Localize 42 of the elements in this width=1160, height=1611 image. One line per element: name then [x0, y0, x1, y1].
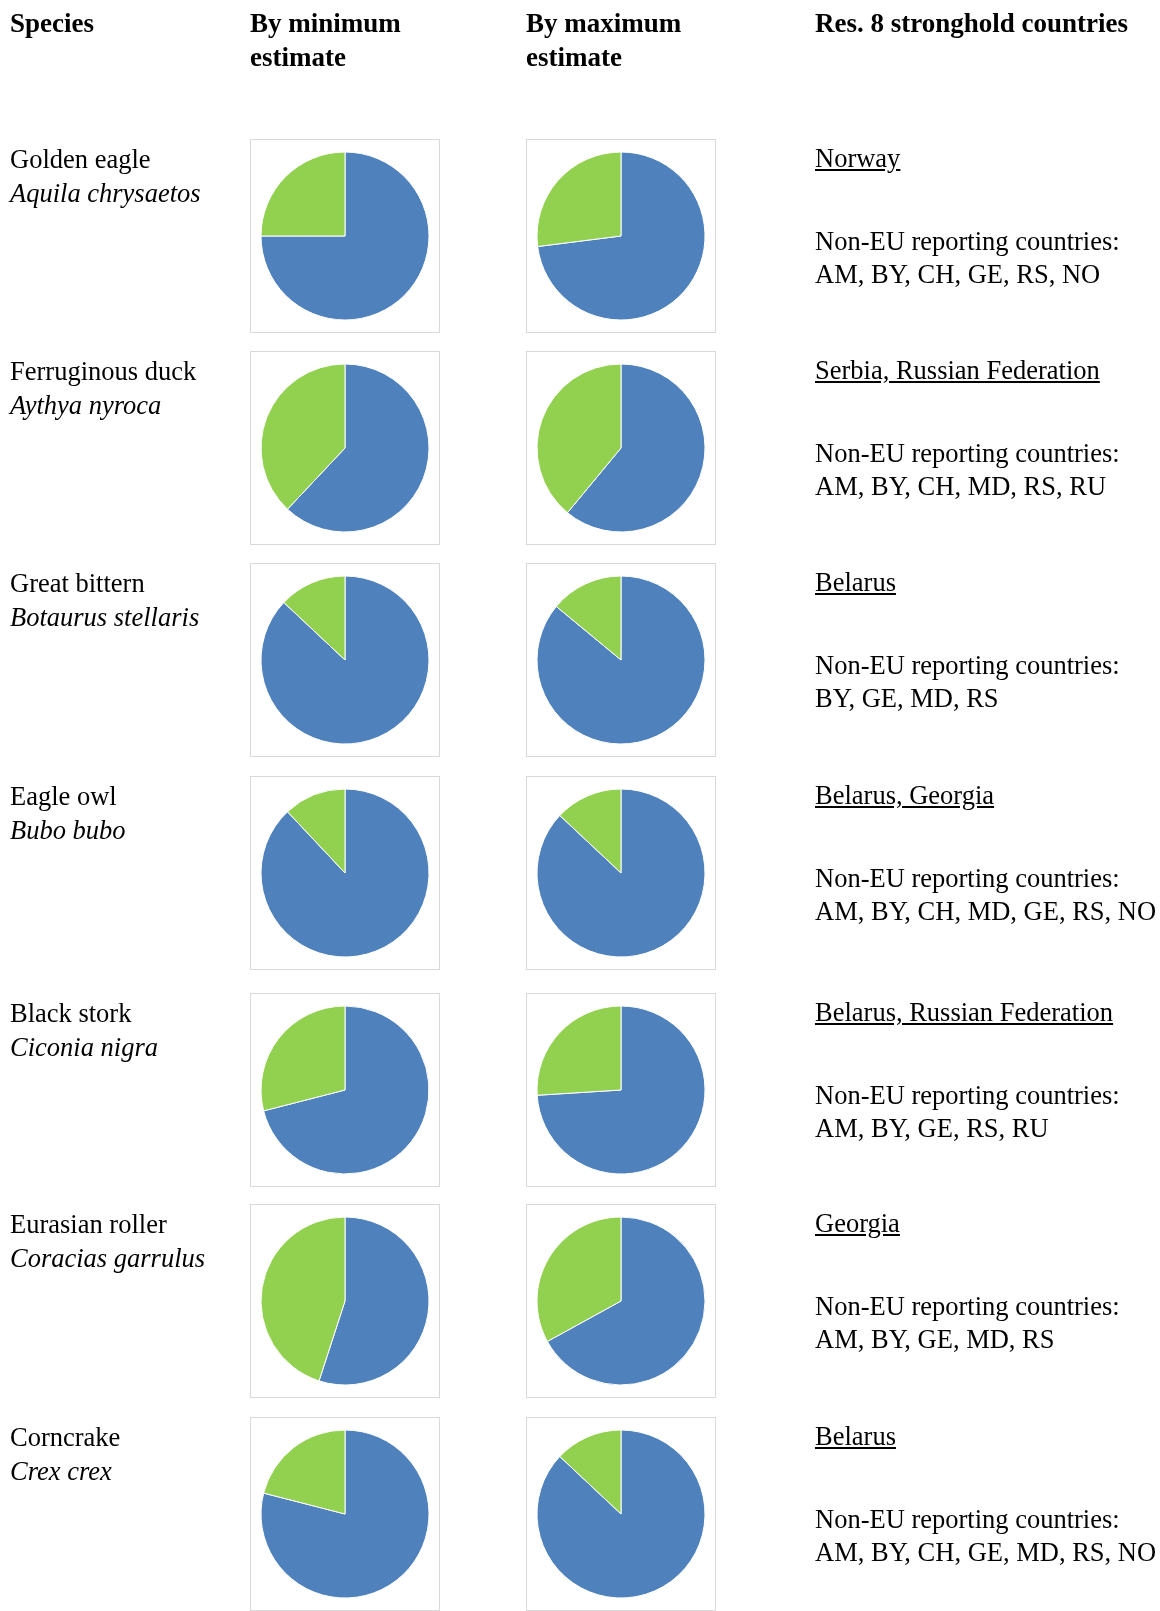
text: Eurasian roller [10, 1208, 168, 1241]
text: Corncrake [10, 1421, 122, 1454]
text: Belarus, Georgia [815, 779, 996, 812]
pie-slice [260, 1429, 430, 1599]
text: Res. 8 stronghold countries [815, 7, 1130, 40]
pie-slice [536, 1429, 706, 1599]
text: Belarus, Russian Federation [815, 996, 1115, 1029]
pie-slice [260, 788, 430, 958]
text: Black stork [10, 997, 133, 1030]
pie-slice [536, 575, 706, 745]
text: Non-EU reporting countries: BY, GE, MD, RS [815, 649, 1121, 715]
pie-slice [537, 151, 706, 321]
pie-slice [536, 788, 706, 958]
text: Belarus [815, 1420, 897, 1453]
text: Species [10, 7, 95, 40]
text: Bubo bubo [10, 814, 127, 847]
pie-slice [263, 1005, 430, 1175]
text: Non-EU reporting countries: AM, BY, CH, MD, GE, RS, NO [815, 862, 1158, 928]
text: Aquila chrysaetos [10, 177, 202, 210]
text: Georgia [815, 1207, 901, 1240]
text: Serbia, Russian Federation [815, 354, 1101, 387]
text: Eagle owl [10, 780, 118, 813]
text: Botaurus stellaris [10, 601, 201, 634]
text: Golden eagle [10, 143, 152, 176]
text: Great bittern [10, 567, 146, 600]
text: Aythya nyroca [10, 389, 163, 422]
pie-slice [260, 575, 430, 745]
text: Norway [815, 142, 902, 175]
text: Non-EU reporting countries: AM, BY, CH, GE, RS, NO [815, 225, 1121, 291]
text: Non-EU reporting countries: AM, BY, CH, MD, RS, RU [815, 437, 1121, 503]
text: Ciconia nigra [10, 1031, 159, 1064]
text: Ferruginous duck [10, 355, 198, 388]
text: By maximum estimate [526, 7, 683, 74]
text: Non-EU reporting countries: AM, BY, CH, GE, MD, RS, NO [815, 1503, 1158, 1569]
text: Belarus [815, 566, 897, 599]
pie-slice [260, 151, 430, 321]
pie-slice [536, 1005, 706, 1175]
text: Non-EU reporting countries: AM, BY, GE, RS, RU [815, 1079, 1121, 1145]
text: Non-EU reporting countries: AM, BY, GE, MD, RS [815, 1290, 1121, 1356]
text: Coracias garrulus [10, 1242, 207, 1275]
text: Crex crex [10, 1455, 113, 1488]
text: By minimum estimate [250, 7, 402, 74]
